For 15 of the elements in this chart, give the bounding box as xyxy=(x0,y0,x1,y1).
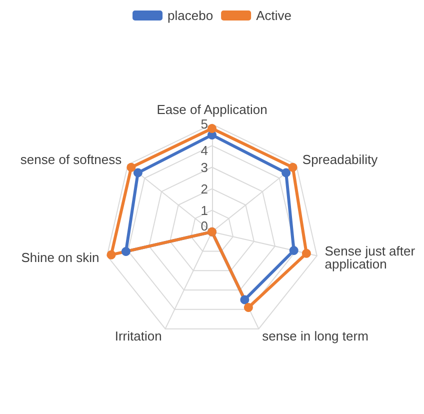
y-tick-label: 5 xyxy=(200,116,208,132)
y-tick-label: 4 xyxy=(200,143,208,158)
y-tick-label: 1 xyxy=(200,202,208,218)
spoke-label: Ease of Application xyxy=(156,102,268,118)
legend-label: placebo xyxy=(168,8,214,23)
spoke-label: Irritation xyxy=(114,328,162,344)
spoke-label: sense of softness xyxy=(20,152,122,168)
legend-label: Active xyxy=(256,8,292,23)
spoke-label: sense in long term xyxy=(262,328,368,344)
spoke-label: Shine on skin xyxy=(21,250,100,266)
spoke-label: Sense just after application xyxy=(324,244,416,272)
y-tick-label: 2 xyxy=(200,181,208,196)
spoke-label: Spreadability xyxy=(302,152,378,168)
y-tick-label: 3 xyxy=(200,160,208,175)
y-tick-label: 0 xyxy=(200,218,208,234)
